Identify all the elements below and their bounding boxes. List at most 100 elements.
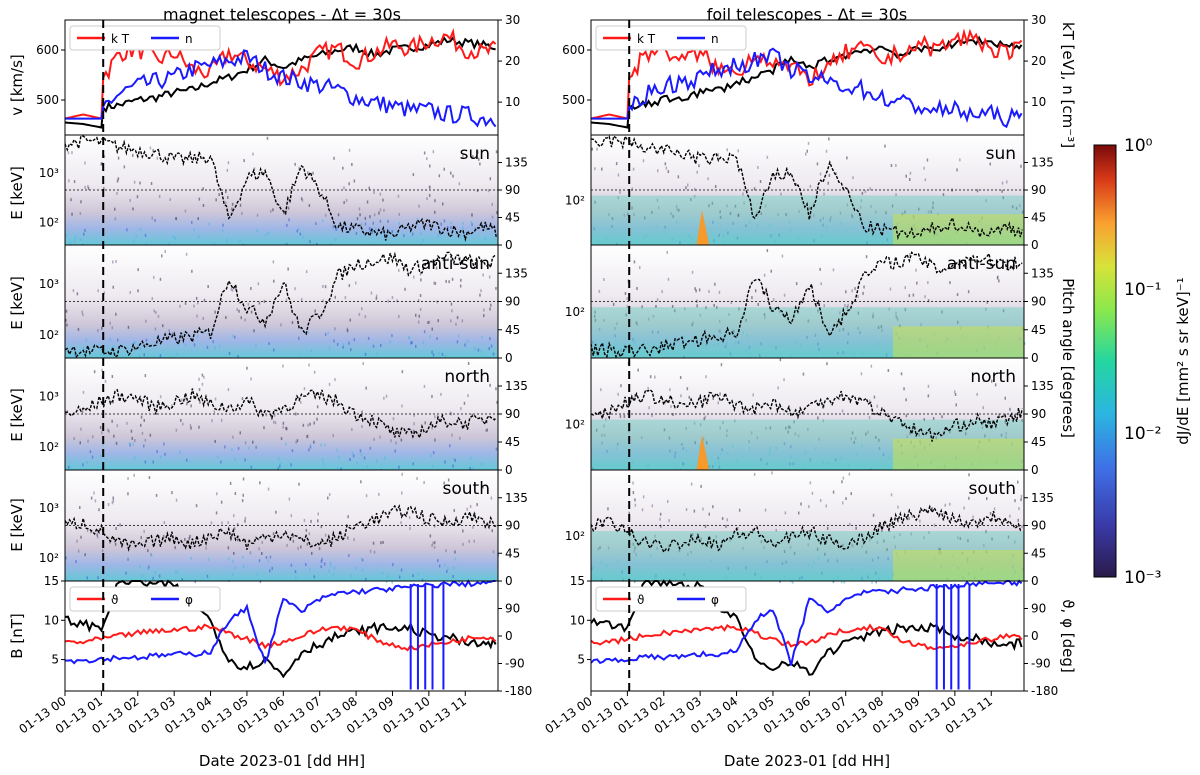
spectrogram-pixel — [771, 471, 773, 475]
spectrogram-pixel — [356, 217, 359, 221]
spectrogram-pixel — [956, 168, 958, 172]
spectrogram-pixel — [216, 455, 219, 459]
spectrogram-pixel — [645, 233, 648, 237]
spectrogram-pixel — [225, 201, 227, 205]
spectrogram-pixel — [784, 511, 787, 515]
spectrogram-pixel — [642, 495, 645, 499]
spectrogram-pixel — [360, 480, 362, 484]
spectrogram-pixel — [253, 167, 256, 171]
spectrogram-pixel — [1007, 535, 1010, 539]
legend-phi-label: φ — [711, 593, 719, 607]
spectrogram-pixel — [460, 407, 462, 411]
spectrogram-pixel — [130, 429, 133, 433]
spectrogram-pixel — [136, 195, 139, 199]
spectrogram-pixel — [909, 253, 911, 257]
spectrogram-pixel — [636, 322, 639, 326]
spectrogram-pixel — [237, 446, 240, 450]
spectrogram-pixel — [87, 187, 90, 190]
spectrogram-pixel — [76, 292, 79, 296]
spectrogram-pixel — [760, 458, 762, 462]
spectrogram-pixel — [855, 526, 857, 530]
spectrogram-pixel — [66, 323, 68, 327]
spectrogram-pixel — [313, 370, 316, 374]
pitch-tick-label: 0 — [505, 351, 513, 365]
spectrogram-pixel — [897, 505, 899, 509]
spectrogram-pixel — [168, 329, 170, 333]
spectrogram-pixel — [236, 523, 239, 527]
pitch-angle-ylabel: Pitch angle [degrees] — [1059, 278, 1077, 438]
spectrogram-pixel — [881, 328, 883, 332]
spectrogram-pixel — [616, 446, 618, 450]
spectrogram-pixel — [250, 465, 253, 469]
spectrogram-pixel — [182, 422, 184, 426]
spectrogram-pixel — [598, 327, 601, 331]
spectrogram-pixel — [965, 432, 967, 436]
spectrogram-pixel — [82, 313, 84, 317]
spectrogram-pixel — [111, 375, 114, 378]
spectrogram-pixel — [954, 390, 956, 394]
spectrogram-pixel — [490, 303, 492, 307]
spectrogram-pixel — [809, 481, 812, 485]
spectrogram-pixel — [97, 576, 99, 580]
spectrogram-pixel — [65, 233, 68, 237]
spectrogram-pixel — [455, 491, 457, 495]
pitch-tick-label: 45 — [1031, 546, 1046, 560]
spectrogram-pixel — [222, 229, 224, 233]
spectrogram-pixel — [369, 549, 372, 553]
spectrogram-pixel — [683, 335, 686, 339]
spectrogram-pixel — [717, 342, 719, 345]
energy-tick-label: 10³ — [39, 390, 59, 404]
spectrogram-pixel — [106, 353, 109, 357]
energy-tick-label: 10² — [39, 215, 59, 229]
left-tick-label: 10 — [44, 613, 59, 627]
energy-tick-label: 10³ — [39, 277, 59, 291]
spectrogram-pixel — [376, 352, 378, 356]
spectrogram-pixel — [434, 210, 436, 214]
spectrogram-pixel — [355, 231, 358, 235]
spectrogram-pixel — [906, 435, 908, 439]
spectrogram-pixel — [261, 552, 263, 555]
spectrogram-pixel — [811, 566, 814, 570]
spectrogram-pixel — [911, 514, 914, 518]
spectrogram-pixel — [593, 227, 595, 231]
spectrogram-pixel — [206, 574, 209, 578]
spectrogram-pixel — [905, 414, 908, 418]
spectrogram-pixel — [817, 416, 819, 420]
spectrogram-pixel — [677, 175, 680, 179]
spectrogram-pixel — [452, 464, 454, 468]
spectrogram-pixel — [361, 425, 363, 428]
spectrogram-pixel — [93, 370, 96, 374]
spectrogram-pixel — [813, 560, 815, 564]
spectrogram-pixel — [225, 190, 227, 193]
spectrogram-pixel — [846, 305, 849, 309]
spectrogram-pixel — [959, 537, 962, 540]
spectrogram-pixel — [699, 423, 702, 427]
spectrogram-pixel — [134, 456, 136, 460]
spectrogram-pixel — [396, 299, 398, 303]
spectrogram-pixel — [742, 192, 744, 196]
spectrogram-pixel — [213, 242, 216, 246]
spectrogram-pixel — [143, 529, 145, 533]
spectrogram-pixel — [713, 239, 715, 243]
spectrogram-pixel — [860, 199, 863, 203]
spectrogram-pixel — [857, 327, 859, 330]
spectrogram-pixel — [296, 229, 298, 233]
spectrogram-pixel — [806, 149, 808, 153]
spectrogram-pixel — [147, 549, 149, 553]
spectrogram-pixel — [453, 457, 455, 461]
spectrogram-pixel — [171, 332, 173, 336]
spectrogram-pixel — [184, 301, 187, 305]
spectrogram-pixel — [923, 536, 925, 540]
spectrogram-pixel — [349, 458, 351, 461]
spectrogram-pixel — [101, 549, 104, 553]
spectrogram-pixel — [905, 174, 907, 178]
spectrogram-pixel — [657, 169, 659, 173]
spectrogram-pixel — [434, 199, 436, 203]
spectrogram-pixel — [674, 466, 676, 470]
spectrogram-pixel — [391, 230, 393, 234]
spectrogram-pixel — [227, 161, 230, 165]
spectrogram-pixel — [472, 155, 474, 159]
spectrogram-pixel — [949, 502, 951, 506]
spectrogram-pixel — [821, 571, 823, 575]
spectrogram-pixel — [927, 394, 930, 398]
